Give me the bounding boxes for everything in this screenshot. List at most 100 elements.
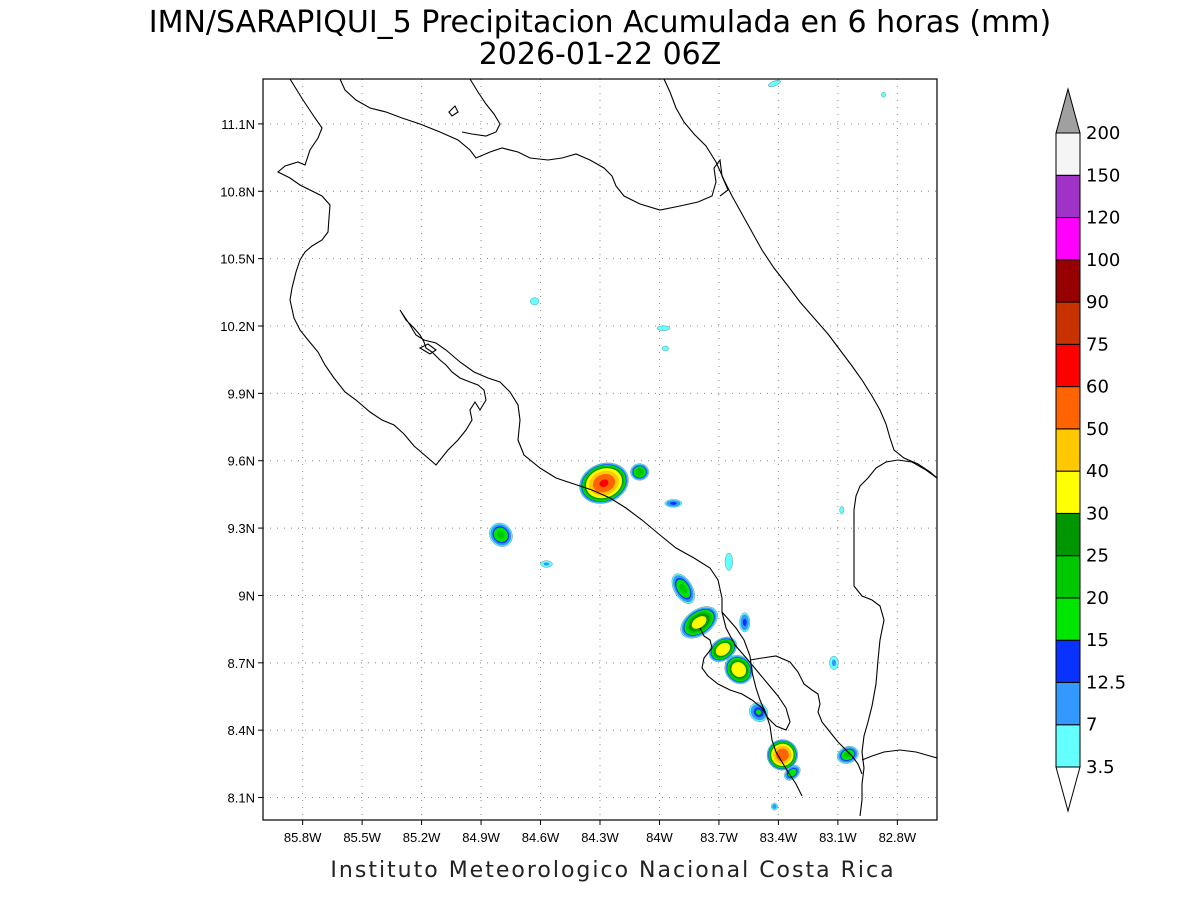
precip-contour-band bbox=[725, 553, 733, 571]
precip-cell bbox=[664, 499, 683, 508]
precip-contour-outline bbox=[661, 345, 669, 352]
precip-contour-band bbox=[635, 467, 645, 476]
precip-contour-outline bbox=[839, 506, 845, 515]
precip-cell bbox=[836, 746, 859, 764]
precip-contour-band bbox=[530, 297, 539, 305]
colorbar-tick-label: 20 bbox=[1086, 588, 1109, 609]
precip-contour-band bbox=[831, 659, 837, 666]
precip-contour-band bbox=[656, 325, 670, 331]
lon-tick-label: 85.2W bbox=[403, 830, 441, 845]
precip-contour-outline bbox=[630, 463, 650, 481]
coastlines bbox=[277, 79, 937, 817]
san-juan-river bbox=[461, 79, 501, 137]
colorbar-swatch bbox=[1055, 512, 1081, 557]
precip-contour-outline bbox=[771, 802, 778, 811]
precip-cell bbox=[766, 739, 798, 771]
burica-peninsula bbox=[861, 749, 937, 761]
precip-cell bbox=[881, 92, 886, 98]
precip-cell bbox=[839, 506, 845, 515]
lat-tick-label: 10.8N bbox=[220, 184, 255, 199]
precip-cell bbox=[680, 606, 718, 639]
gulf-nicoya-island bbox=[418, 343, 437, 355]
colorbar-tick-label: 40 bbox=[1086, 461, 1109, 482]
colorbar-min-arrow bbox=[1055, 766, 1081, 813]
lat-tick-label: 10.5N bbox=[220, 252, 255, 267]
precip-cell bbox=[489, 522, 513, 547]
precip-contour-outline bbox=[749, 702, 769, 722]
precipitation-field bbox=[489, 80, 886, 811]
precip-contour-outline bbox=[768, 80, 781, 87]
map-background bbox=[263, 79, 937, 820]
precip-contour-band bbox=[670, 501, 677, 505]
colorbar-tick-label: 3.5 bbox=[1086, 757, 1115, 778]
colorbar-tick-label: 200 bbox=[1086, 123, 1120, 144]
precip-contour-band bbox=[497, 530, 505, 539]
colorbar-swatch bbox=[1055, 259, 1081, 303]
panama-border bbox=[853, 459, 937, 817]
precip-cell bbox=[768, 80, 781, 87]
precip-contour-band bbox=[742, 618, 747, 627]
lat-tick-label: 9N bbox=[238, 588, 255, 603]
precip-cell bbox=[661, 345, 669, 352]
precip-contour-outline bbox=[881, 92, 886, 98]
precip-contour-band bbox=[772, 804, 777, 809]
colorbar-swatch bbox=[1055, 174, 1081, 219]
colorbar-tick-label: 90 bbox=[1086, 292, 1109, 313]
map-title: IMN/SARAPIQUI_5 Precipitacion Acumulada … bbox=[149, 5, 1051, 40]
colorbar-tick-label: 150 bbox=[1086, 165, 1120, 186]
precip-cell bbox=[530, 297, 540, 306]
colorbar-tick-label: 120 bbox=[1086, 208, 1120, 229]
colorbar-swatch bbox=[1055, 724, 1081, 768]
northern-nicaragua-coast bbox=[339, 79, 729, 211]
colorbar-tick-label: 7 bbox=[1086, 715, 1097, 736]
precip-contour-outline bbox=[724, 552, 733, 571]
colorbar-tick-label: 100 bbox=[1086, 250, 1120, 271]
precip-contour-band bbox=[881, 92, 886, 98]
precip-contour-outline bbox=[540, 560, 553, 568]
precip-contour-band bbox=[599, 479, 609, 487]
colorbar-swatch bbox=[1055, 217, 1081, 261]
longitude-axis: 85.8W 85.5W 85.2W 84.9W 84.6W 84.3W 84W 83.7W 83… bbox=[284, 820, 917, 845]
colorbar-tick-label: 30 bbox=[1086, 503, 1109, 524]
lon-tick-label: 83.7W bbox=[700, 830, 738, 845]
precip-contour-outline bbox=[829, 655, 839, 670]
colorbar-swatch bbox=[1055, 639, 1081, 683]
precip-contour-outline bbox=[579, 462, 629, 504]
lon-tick-label: 83.1W bbox=[819, 830, 857, 845]
colorbar-tick-label: 75 bbox=[1086, 334, 1109, 355]
lon-tick-label: 84.6W bbox=[522, 830, 560, 845]
colorbar-max-arrow bbox=[1055, 87, 1081, 134]
precip-contour-band bbox=[731, 662, 747, 678]
precip-contour-outline bbox=[784, 765, 801, 781]
lake-nicaragua-island bbox=[448, 105, 459, 117]
precip-contour-outline bbox=[530, 297, 540, 306]
precip-contour-outline bbox=[836, 746, 859, 764]
precip-cell bbox=[656, 325, 671, 331]
precip-cell bbox=[708, 636, 737, 662]
precip-contour-outline bbox=[489, 522, 513, 547]
lon-tick-label: 84.9W bbox=[462, 830, 500, 845]
precip-contour-outline bbox=[656, 325, 671, 331]
colorbar-swatch bbox=[1055, 597, 1081, 641]
precip-contour-outline bbox=[680, 606, 718, 639]
lon-tick-label: 85.5W bbox=[343, 830, 381, 845]
colorbar-tick-label: 12.5 bbox=[1086, 672, 1126, 693]
precip-cell bbox=[739, 612, 751, 633]
colorbar-swatch bbox=[1055, 386, 1081, 430]
caribbean-coast bbox=[663, 79, 937, 479]
colorbar-swatch bbox=[1055, 301, 1081, 345]
lat-tick-label: 9.3N bbox=[228, 521, 255, 536]
colorbar-tick-label: 25 bbox=[1086, 546, 1109, 567]
precip-contour-outline bbox=[739, 612, 751, 633]
colorbar-swatch bbox=[1055, 555, 1081, 599]
colorbar-tick-label: 50 bbox=[1086, 419, 1109, 440]
lon-tick-label: 84W bbox=[646, 830, 673, 845]
lat-tick-label: 8.7N bbox=[228, 656, 255, 671]
lon-tick-label: 84.3W bbox=[581, 830, 619, 845]
precip-contour-band bbox=[755, 709, 762, 715]
map-panel: 11.1N 10.8N 10.5N 10.2N 9.9N 9.6N 9.3N 9N 8.7N 8.… bbox=[220, 78, 938, 845]
precip-contour-outline bbox=[664, 499, 683, 508]
map-subtitle-datetime: 2026-01-22 06Z bbox=[479, 37, 722, 72]
lat-tick-label: 11.1N bbox=[221, 117, 255, 132]
precip-contour-band bbox=[691, 616, 707, 629]
